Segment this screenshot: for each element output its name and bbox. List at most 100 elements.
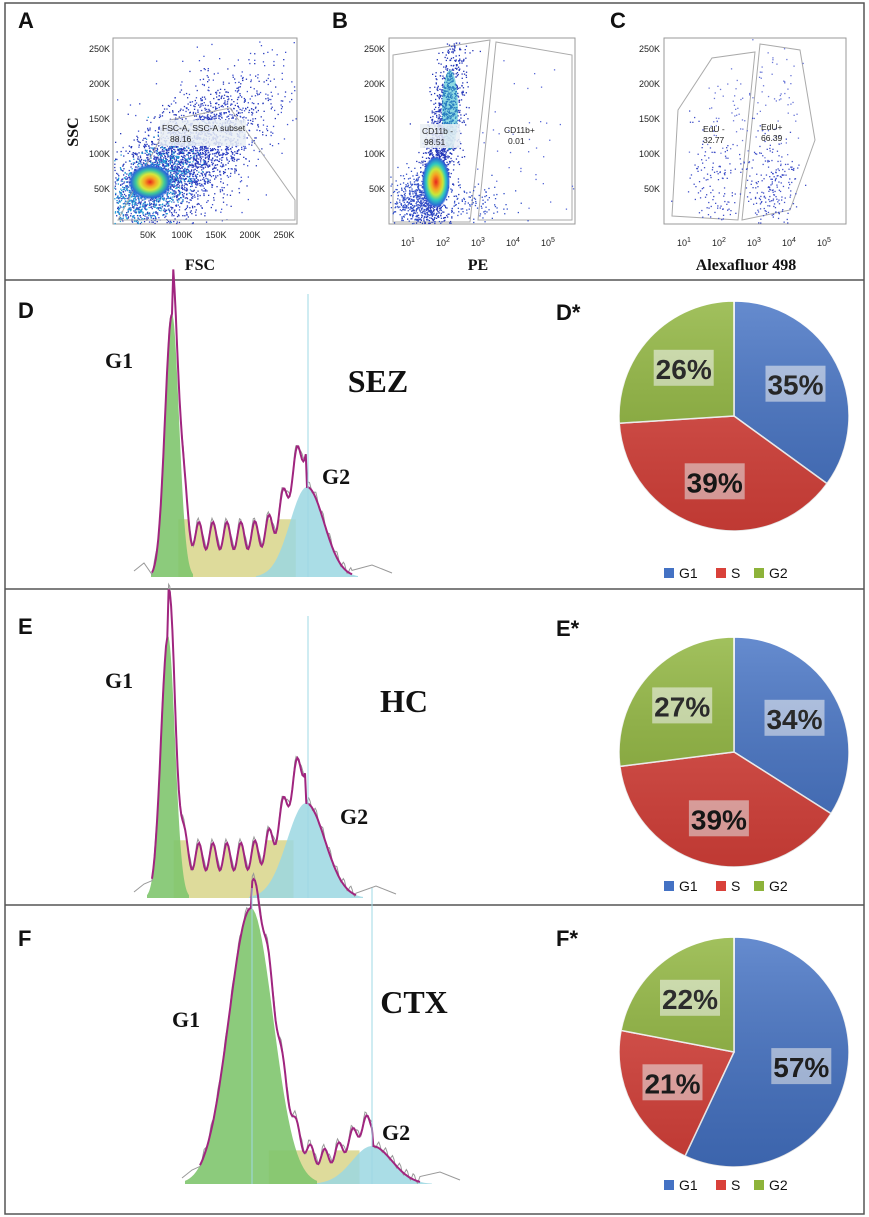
- scatter-dot-a: [146, 157, 148, 159]
- scatter-dot-a: [127, 211, 129, 213]
- scatter-dot-b: [422, 204, 424, 206]
- scatter-dot-a: [189, 70, 191, 73]
- scatter-dot-a: [271, 145, 274, 147]
- scatter-dot-b: [459, 49, 461, 51]
- scatter-dot-a: [267, 94, 269, 96]
- scatter-dot-b: [439, 121, 441, 123]
- scatter-dot-b: [436, 114, 438, 117]
- scatter-dot-a: [141, 199, 143, 201]
- scatter-dot-b: [452, 65, 454, 67]
- scatter-dot-a: [159, 154, 162, 156]
- scatter-dot-a: [175, 117, 177, 119]
- scatter-dot-a: [156, 199, 158, 201]
- scatter-dot-a: [280, 111, 282, 114]
- scatter-dot-a: [189, 152, 191, 154]
- scatter-dot-a: [180, 150, 182, 152]
- scatter-dot-a: [132, 155, 134, 157]
- scatter-dot-a: [243, 156, 245, 158]
- scatter-dot-a: [151, 142, 153, 144]
- scatter-dot-a: [122, 191, 124, 193]
- scatter-dot-a: [176, 149, 179, 151]
- scatter-dot-a: [196, 173, 199, 175]
- scatter-dot-a: [242, 79, 244, 82]
- scatter-dot-b: [455, 55, 457, 57]
- scatter-dot-a: [191, 182, 193, 184]
- scatter-dot-b: [458, 54, 460, 57]
- scatter-dot-a: [127, 197, 130, 199]
- scatter-dot-a: [195, 97, 198, 99]
- scatter-dot-a: [169, 209, 171, 212]
- scatter-dot-a: [153, 199, 155, 201]
- scatter-dot-a: [168, 201, 170, 203]
- scatter-dot-a: [186, 212, 188, 214]
- scatter-dot-a: [243, 147, 246, 149]
- scatter-dot-a: [225, 164, 227, 166]
- scatter-dot-a: [201, 103, 203, 105]
- scatter-dot-a: [115, 177, 117, 179]
- scatter-dot-a: [203, 118, 205, 121]
- scatter-dot-a: [201, 207, 203, 209]
- scatter-dot-a: [190, 190, 193, 192]
- scatter-dot-a: [163, 167, 165, 169]
- scatter-dot-a: [152, 214, 154, 217]
- scatter-dot-b: [450, 57, 453, 60]
- scatter-dot-b: [457, 95, 459, 97]
- scatter-dot-a: [165, 198, 167, 200]
- scatter-dot-a: [180, 108, 182, 110]
- scatter-dot-a: [179, 164, 182, 166]
- scatter-dot-a: [237, 87, 239, 89]
- scatter-dot-a: [212, 175, 215, 177]
- scatter-dot-a: [206, 108, 208, 111]
- scatter-dot-a: [218, 95, 220, 97]
- scatter-dot-a: [199, 148, 202, 151]
- scatter-dot-a: [202, 159, 205, 161]
- scatter-dot-a: [178, 199, 180, 201]
- scatter-dot-b: [465, 113, 467, 115]
- scatter-dot-a: [180, 151, 183, 153]
- scatter-dot-a: [258, 80, 260, 82]
- scatter-dot-a: [181, 167, 183, 169]
- scatter-dot-b: [435, 111, 437, 113]
- scatter-dot-a: [186, 107, 188, 109]
- scatter-dot-a: [137, 158, 139, 160]
- scatter-dot-b: [424, 214, 426, 216]
- scatter-dot-a: [197, 109, 199, 111]
- scatter-dot-a: [229, 194, 232, 196]
- scatter-dot-a: [196, 203, 198, 206]
- scatter-dot-a: [190, 194, 193, 196]
- scatter-dot-a: [194, 153, 196, 155]
- scatter-dot-b: [431, 206, 433, 209]
- scatter-dot-a: [149, 147, 151, 149]
- scatter-dot-a: [143, 218, 145, 220]
- scatter-dot-a: [128, 196, 130, 198]
- scatter-dot-a: [190, 172, 192, 175]
- scatter-dot-a: [199, 175, 201, 177]
- scatter-dot-a: [152, 161, 154, 164]
- scatter-dot-a: [178, 191, 180, 193]
- scatter-dot-a: [158, 151, 161, 153]
- scatter-dot-b: [443, 220, 445, 222]
- scatter-dot-a: [171, 213, 173, 215]
- scatter-dot-a: [225, 148, 227, 150]
- scatter-dot-a: [120, 168, 122, 171]
- scatter-dot-a: [153, 201, 155, 203]
- scatter-dot-a: [173, 180, 176, 182]
- scatter-dot-a: [153, 117, 155, 119]
- scatter-dot-a: [170, 161, 172, 163]
- scatter-dot-a: [193, 165, 195, 167]
- scatter-dot-a: [254, 59, 256, 61]
- scatter-dot-a: [175, 158, 177, 160]
- scatter-dot-a: [230, 158, 232, 160]
- scatter-dot-a: [163, 150, 165, 152]
- scatter-dot-a: [147, 129, 149, 131]
- scatter-dot-a: [175, 173, 177, 175]
- scatter-dot-a: [145, 150, 147, 152]
- scatter-dot-a: [196, 182, 198, 184]
- scatter-dot-a: [192, 113, 194, 115]
- scatter-dot-b: [453, 73, 455, 75]
- scatter-dot-a: [226, 146, 228, 148]
- scatter-dot-a: [236, 158, 238, 160]
- scatter-dot-b: [459, 104, 461, 106]
- scatter-dot-a: [173, 168, 175, 170]
